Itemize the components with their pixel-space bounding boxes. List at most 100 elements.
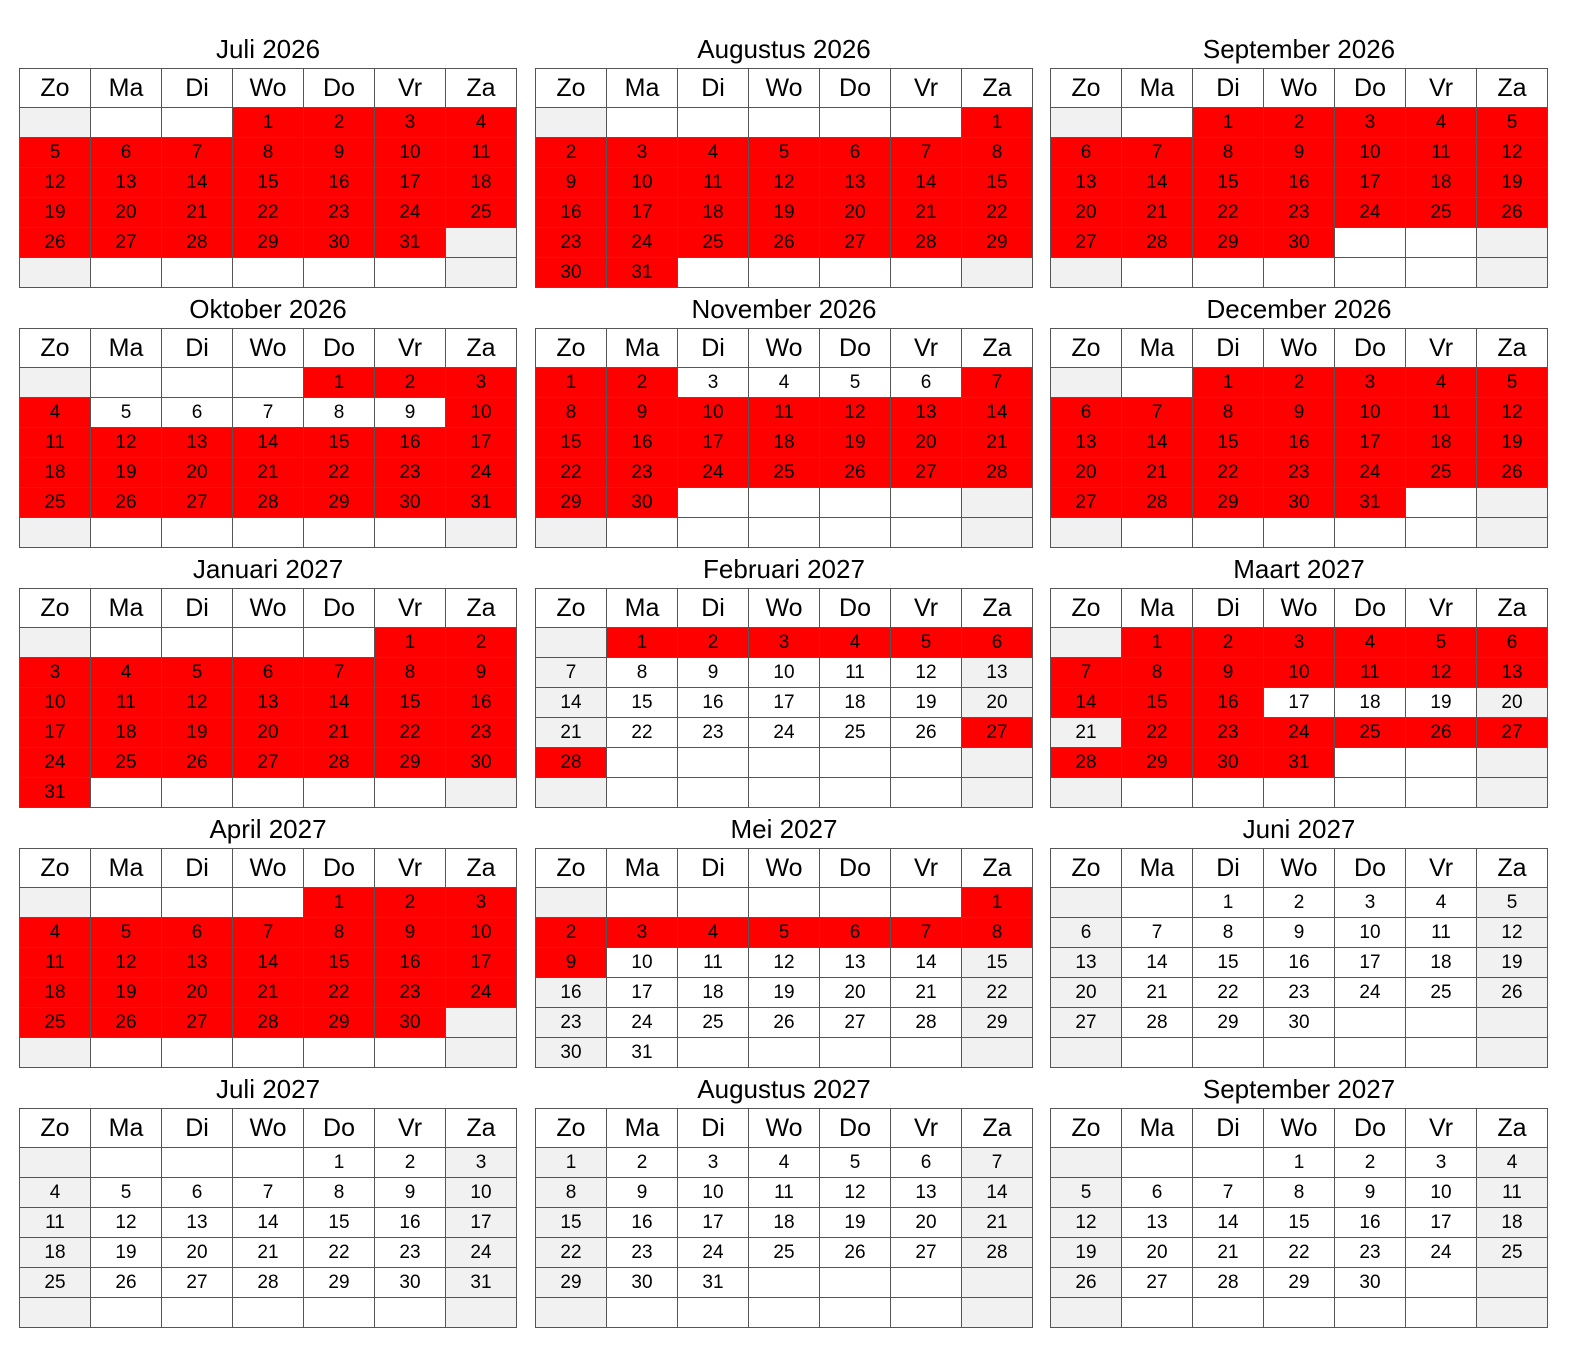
day-cell[interactable]: 14 (890, 947, 962, 978)
day-cell[interactable]: 25 (19, 1007, 91, 1038)
day-cell[interactable]: 5 (748, 917, 820, 948)
day-cell[interactable]: 18 (445, 167, 517, 198)
day-cell[interactable]: 1 (535, 367, 607, 398)
day-cell[interactable]: 10 (1334, 137, 1406, 168)
day-cell[interactable]: 31 (677, 1267, 749, 1298)
day-cell[interactable]: 19 (90, 977, 162, 1008)
day-cell[interactable]: 18 (1476, 1207, 1548, 1238)
day-cell[interactable]: 9 (1334, 1177, 1406, 1208)
day-cell[interactable]: 13 (161, 1207, 233, 1238)
day-cell[interactable]: 7 (1121, 397, 1193, 428)
day-cell[interactable]: 26 (890, 717, 962, 748)
day-cell[interactable]: 24 (748, 717, 820, 748)
day-cell[interactable]: 22 (535, 1237, 607, 1268)
day-cell[interactable]: 23 (1263, 457, 1335, 488)
day-cell[interactable]: 17 (606, 977, 678, 1008)
day-cell[interactable]: 20 (890, 1207, 962, 1238)
day-cell[interactable]: 4 (445, 107, 517, 138)
day-cell[interactable]: 24 (374, 197, 446, 228)
day-cell[interactable]: 22 (303, 457, 375, 488)
day-cell[interactable]: 12 (1050, 1207, 1122, 1238)
day-cell[interactable]: 14 (961, 397, 1033, 428)
day-cell[interactable]: 27 (890, 1237, 962, 1268)
day-cell[interactable]: 21 (232, 1237, 304, 1268)
day-cell[interactable]: 4 (1405, 367, 1477, 398)
day-cell[interactable]: 23 (677, 717, 749, 748)
day-cell[interactable]: 20 (1121, 1237, 1193, 1268)
day-cell[interactable]: 25 (1405, 457, 1477, 488)
day-cell[interactable]: 23 (1263, 977, 1335, 1008)
day-cell[interactable]: 3 (19, 657, 91, 688)
day-cell[interactable]: 7 (232, 397, 304, 428)
day-cell[interactable]: 26 (19, 227, 91, 258)
day-cell[interactable]: 20 (961, 687, 1033, 718)
day-cell[interactable]: 28 (1121, 227, 1193, 258)
day-cell[interactable]: 23 (374, 457, 446, 488)
day-cell[interactable]: 4 (19, 397, 91, 428)
day-cell[interactable]: 11 (1334, 657, 1406, 688)
day-cell[interactable]: 21 (961, 1207, 1033, 1238)
day-cell[interactable]: 27 (1050, 487, 1122, 518)
day-cell[interactable]: 17 (1334, 947, 1406, 978)
day-cell[interactable]: 7 (1192, 1177, 1264, 1208)
day-cell[interactable]: 2 (1192, 627, 1264, 658)
day-cell[interactable]: 2 (535, 917, 607, 948)
day-cell[interactable]: 4 (19, 1177, 91, 1208)
day-cell[interactable]: 22 (535, 457, 607, 488)
day-cell[interactable]: 16 (1334, 1207, 1406, 1238)
day-cell[interactable]: 28 (1121, 1007, 1193, 1038)
day-cell[interactable]: 29 (303, 1007, 375, 1038)
day-cell[interactable]: 21 (890, 197, 962, 228)
day-cell[interactable]: 17 (445, 947, 517, 978)
day-cell[interactable]: 14 (1192, 1207, 1264, 1238)
day-cell[interactable]: 28 (961, 457, 1033, 488)
day-cell[interactable]: 16 (606, 1207, 678, 1238)
day-cell[interactable]: 11 (748, 397, 820, 428)
day-cell[interactable]: 3 (1334, 887, 1406, 918)
day-cell[interactable]: 17 (1263, 687, 1335, 718)
day-cell[interactable]: 12 (1476, 137, 1548, 168)
day-cell[interactable]: 9 (1263, 397, 1335, 428)
day-cell[interactable]: 15 (535, 1207, 607, 1238)
day-cell[interactable]: 29 (232, 227, 304, 258)
day-cell[interactable]: 16 (1192, 687, 1264, 718)
day-cell[interactable]: 29 (1121, 747, 1193, 778)
day-cell[interactable]: 15 (961, 167, 1033, 198)
day-cell[interactable]: 31 (445, 487, 517, 518)
day-cell[interactable]: 16 (535, 977, 607, 1008)
day-cell[interactable]: 13 (819, 947, 891, 978)
day-cell[interactable]: 26 (90, 1007, 162, 1038)
day-cell[interactable]: 14 (161, 167, 233, 198)
day-cell[interactable]: 15 (1192, 167, 1264, 198)
day-cell[interactable]: 4 (819, 627, 891, 658)
day-cell[interactable]: 29 (1263, 1267, 1335, 1298)
day-cell[interactable]: 14 (1121, 947, 1193, 978)
day-cell[interactable]: 30 (1334, 1267, 1406, 1298)
day-cell[interactable]: 2 (1263, 107, 1335, 138)
day-cell[interactable]: 26 (748, 1007, 820, 1038)
day-cell[interactable]: 1 (303, 887, 375, 918)
day-cell[interactable]: 10 (677, 397, 749, 428)
day-cell[interactable]: 15 (535, 427, 607, 458)
day-cell[interactable]: 2 (374, 887, 446, 918)
day-cell[interactable]: 16 (374, 427, 446, 458)
day-cell[interactable]: 23 (374, 977, 446, 1008)
day-cell[interactable]: 13 (232, 687, 304, 718)
day-cell[interactable]: 20 (232, 717, 304, 748)
day-cell[interactable]: 20 (1476, 687, 1548, 718)
day-cell[interactable]: 18 (677, 197, 749, 228)
day-cell[interactable]: 7 (232, 1177, 304, 1208)
day-cell[interactable]: 11 (1405, 397, 1477, 428)
day-cell[interactable]: 31 (1334, 487, 1406, 518)
day-cell[interactable]: 22 (606, 717, 678, 748)
day-cell[interactable]: 24 (606, 1007, 678, 1038)
day-cell[interactable]: 24 (677, 1237, 749, 1268)
day-cell[interactable]: 14 (232, 1207, 304, 1238)
day-cell[interactable]: 9 (374, 917, 446, 948)
day-cell[interactable]: 3 (374, 107, 446, 138)
day-cell[interactable]: 14 (961, 1177, 1033, 1208)
day-cell[interactable]: 7 (890, 917, 962, 948)
day-cell[interactable]: 14 (303, 687, 375, 718)
day-cell[interactable]: 9 (374, 1177, 446, 1208)
day-cell[interactable]: 4 (1405, 887, 1477, 918)
